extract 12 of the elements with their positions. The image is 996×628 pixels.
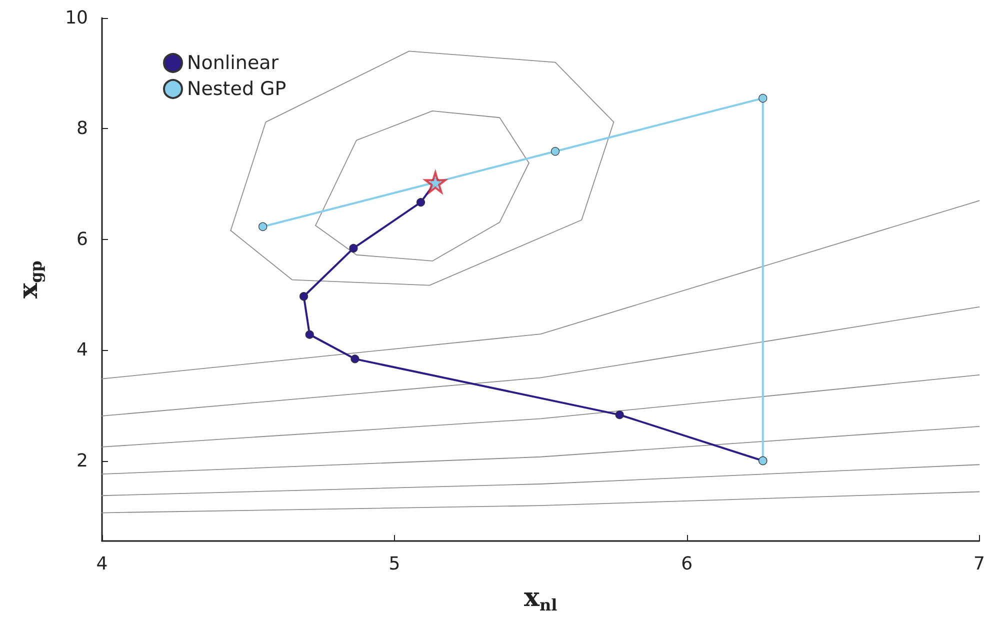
x-tick-label: 7 bbox=[974, 554, 985, 574]
y-tick-label: 2 bbox=[76, 450, 88, 472]
y-tick-label: 8 bbox=[76, 118, 88, 140]
y-tick-label: 4 bbox=[76, 340, 88, 361]
y-axis-title: xgp bbox=[14, 260, 46, 298]
x-tick-label: 4 bbox=[96, 554, 108, 574]
x-tick-label: 6 bbox=[681, 554, 693, 574]
legend-label: Nonlinear bbox=[187, 52, 279, 74]
legend-label: Nested GP bbox=[187, 78, 286, 100]
x-tick-label: 5 bbox=[388, 554, 400, 574]
y-tick-label: 6 bbox=[76, 228, 88, 250]
y-tick-label: 10 bbox=[65, 8, 88, 28]
